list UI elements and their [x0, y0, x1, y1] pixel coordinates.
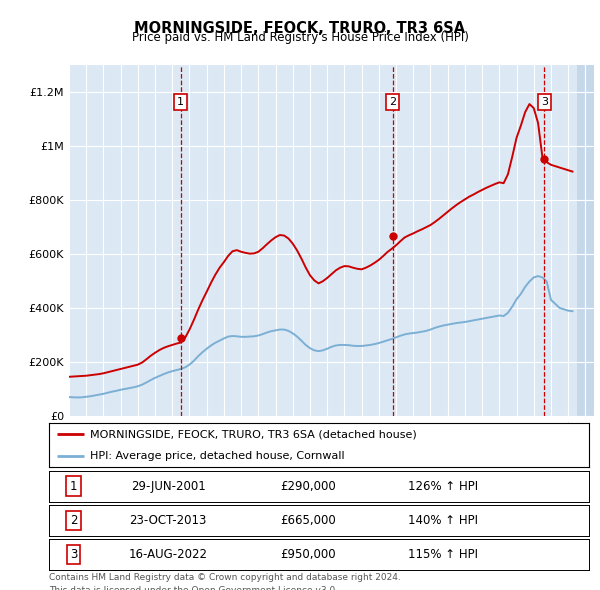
Text: 2: 2 [70, 514, 77, 527]
Text: MORNINGSIDE, FEOCK, TRURO, TR3 6SA: MORNINGSIDE, FEOCK, TRURO, TR3 6SA [134, 21, 466, 35]
Text: 1: 1 [70, 480, 77, 493]
Text: 126% ↑ HPI: 126% ↑ HPI [409, 480, 478, 493]
Text: 140% ↑ HPI: 140% ↑ HPI [409, 514, 478, 527]
Text: Price paid vs. HM Land Registry's House Price Index (HPI): Price paid vs. HM Land Registry's House … [131, 31, 469, 44]
Text: This data is licensed under the Open Government Licence v3.0.: This data is licensed under the Open Gov… [49, 586, 338, 590]
Text: MORNINGSIDE, FEOCK, TRURO, TR3 6SA (detached house): MORNINGSIDE, FEOCK, TRURO, TR3 6SA (deta… [90, 429, 416, 439]
Text: £950,000: £950,000 [281, 548, 336, 561]
Text: £665,000: £665,000 [281, 514, 336, 527]
Bar [577, 65, 594, 416]
Text: 115% ↑ HPI: 115% ↑ HPI [409, 548, 478, 561]
Text: £290,000: £290,000 [281, 480, 336, 493]
Text: 29-JUN-2001: 29-JUN-2001 [131, 480, 205, 493]
Text: 1: 1 [177, 97, 184, 107]
Text: 23-OCT-2013: 23-OCT-2013 [130, 514, 206, 527]
Text: 3: 3 [541, 97, 548, 107]
Text: 2: 2 [389, 97, 397, 107]
Text: 16-AUG-2022: 16-AUG-2022 [128, 548, 208, 561]
Text: Contains HM Land Registry data © Crown copyright and database right 2024.: Contains HM Land Registry data © Crown c… [49, 573, 401, 582]
Text: 3: 3 [70, 548, 77, 561]
Text: HPI: Average price, detached house, Cornwall: HPI: Average price, detached house, Corn… [90, 451, 344, 461]
